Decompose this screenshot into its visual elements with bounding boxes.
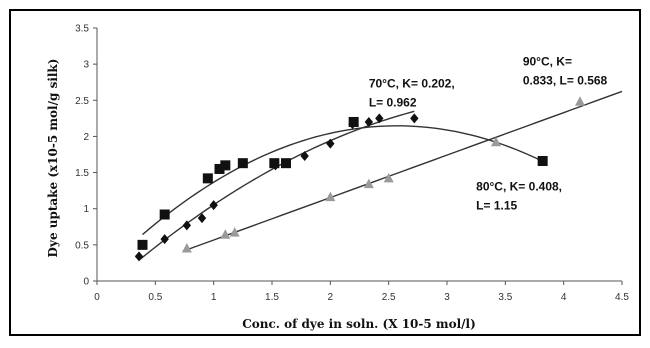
series-2-point [202, 173, 213, 184]
series-2-point [137, 239, 148, 250]
series-2-point [214, 163, 225, 174]
x-tick-label: 2 [328, 292, 334, 303]
trend-annotation-2: 90°C, K= 0.833, L= 0.568 [523, 55, 608, 88]
y-tick-label: 0.5 [75, 240, 89, 251]
y-axis-title: Dye uptake (x10-5 mol/g silk) [46, 59, 60, 258]
x-tick-label: 3 [444, 292, 450, 303]
x-tick-label: 1 [211, 292, 217, 303]
series-1-point [197, 213, 207, 224]
series-2-trendline [142, 125, 543, 236]
y-tick-label: 2.5 [75, 96, 89, 107]
series-2-point [281, 158, 291, 169]
axes-layer: 0 0.5 1 1.5 2 2.5 3 3.5 0 0.5 1 1.5 2 2.5 3 3.5 4 4.5 [75, 24, 629, 304]
marker-layer [134, 96, 585, 262]
y-tick-label: 1.5 [75, 168, 89, 179]
x-tick-label: 3.5 [498, 292, 512, 303]
x-tick-label: 2.5 [382, 292, 396, 303]
series-1-point [410, 113, 419, 124]
annotation-line: 80°C, K= 0.408, [476, 180, 562, 194]
annotation-line: 90°C, K= [523, 55, 572, 69]
series-1-point [364, 116, 374, 127]
y-tick-label: 0 [83, 277, 89, 288]
x-tick-label: 0.5 [148, 292, 162, 303]
label-layer: 70°C, K= 0.202, L= 0.962 90°C, K= 0.833, L=… [369, 55, 608, 213]
series-1-point [160, 234, 169, 245]
x-tick-label: 4 [561, 292, 567, 303]
series-2-point [237, 158, 248, 169]
x-tick-label: 4.5 [615, 292, 629, 303]
series-3-point [491, 136, 501, 147]
series-2-point [348, 116, 359, 127]
series-1-point [182, 220, 192, 231]
y-tick-label: 3.5 [75, 24, 89, 35]
series-3-point [383, 172, 394, 183]
series-3-trendline [186, 90, 623, 251]
series-3-point [220, 229, 231, 239]
series-1-point [209, 200, 218, 211]
y-tick-label: 1 [83, 204, 89, 215]
trend-annotation-3: 80°C, K= 0.408, L= 1.15 [476, 180, 562, 213]
y-tick-label: 3 [83, 60, 89, 71]
annotation-line: L= 1.15 [476, 199, 517, 213]
x-tick-label: 1.5 [265, 292, 279, 303]
series-2-point [159, 209, 170, 220]
series-2-point [220, 160, 231, 171]
series-3-point [575, 96, 585, 106]
series-1-point [326, 138, 335, 149]
annotation-line: L= 0.962 [369, 95, 417, 109]
series-3-point [363, 178, 374, 189]
annotation-line: 70°C, K= 0.202, [369, 76, 455, 90]
series-3-point [325, 191, 336, 202]
series-1-point [300, 150, 309, 161]
series-3-point [229, 227, 240, 237]
series-2-point [537, 156, 548, 167]
trend-annotation-1: 70°C, K= 0.202, L= 0.962 [369, 76, 455, 109]
series-1-point [375, 113, 384, 124]
x-axis-title: Conc. of dye in soln. (X 10-5 mol/l) [242, 317, 476, 331]
series-3-point [181, 242, 192, 253]
y-tick-label: 2 [83, 132, 89, 143]
x-tick-label: 0 [94, 292, 100, 303]
series-2-point [269, 158, 280, 169]
series-1-point [134, 251, 144, 262]
annotation-line: 0.833, L= 0.568 [523, 74, 608, 88]
